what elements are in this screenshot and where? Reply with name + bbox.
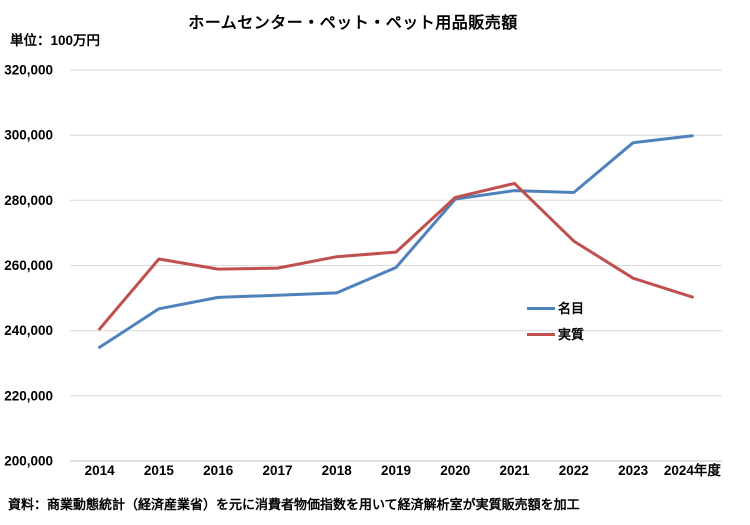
x-tick-label: 2017 — [262, 463, 292, 478]
unit-label: 単位：100万円 — [10, 33, 101, 48]
y-tick-label: 280,000 — [4, 193, 53, 208]
legend-label-real: 実質 — [558, 327, 585, 342]
y-tick-label: 240,000 — [4, 323, 53, 338]
y-tick-label: 320,000 — [4, 63, 53, 78]
legend-label-nominal: 名目 — [558, 301, 585, 316]
legend: 名目 実質 — [527, 301, 584, 353]
x-tick-label: 2023 — [618, 463, 649, 478]
y-tick-label: 220,000 — [4, 388, 53, 403]
legend-swatch-nominal-icon — [527, 307, 555, 310]
x-tick-label: 2016 — [203, 463, 234, 478]
legend-item-nominal: 名目 — [527, 301, 584, 316]
x-tick-label: 2022 — [559, 463, 589, 478]
x-tick-label: 2021 — [499, 463, 530, 478]
series-line-real — [98, 181, 694, 331]
x-tick-label: 2014 — [85, 463, 116, 478]
source-note: 資料：商業動態統計（経済産業省）を元に消費者物価指数を用いて経済解析室が実質販売… — [8, 497, 580, 512]
x-tick-label: 2015 — [144, 463, 175, 478]
x-tick-label: 2020 — [440, 463, 470, 478]
y-tick-label: 260,000 — [4, 258, 53, 273]
chart-title: ホームセンター・ペット・ペット用品販売額 — [188, 15, 518, 32]
x-tick-label: 2024年度 — [664, 462, 722, 478]
legend-item-real: 実質 — [527, 327, 584, 342]
x-tick-label: 2019 — [381, 463, 411, 478]
x-tick-label: 2018 — [322, 463, 353, 478]
y-tick-label: 300,000 — [4, 128, 53, 143]
series-line-nominal — [98, 134, 694, 349]
legend-swatch-real-icon — [527, 333, 555, 336]
y-tick-label: 200,000 — [4, 454, 53, 469]
